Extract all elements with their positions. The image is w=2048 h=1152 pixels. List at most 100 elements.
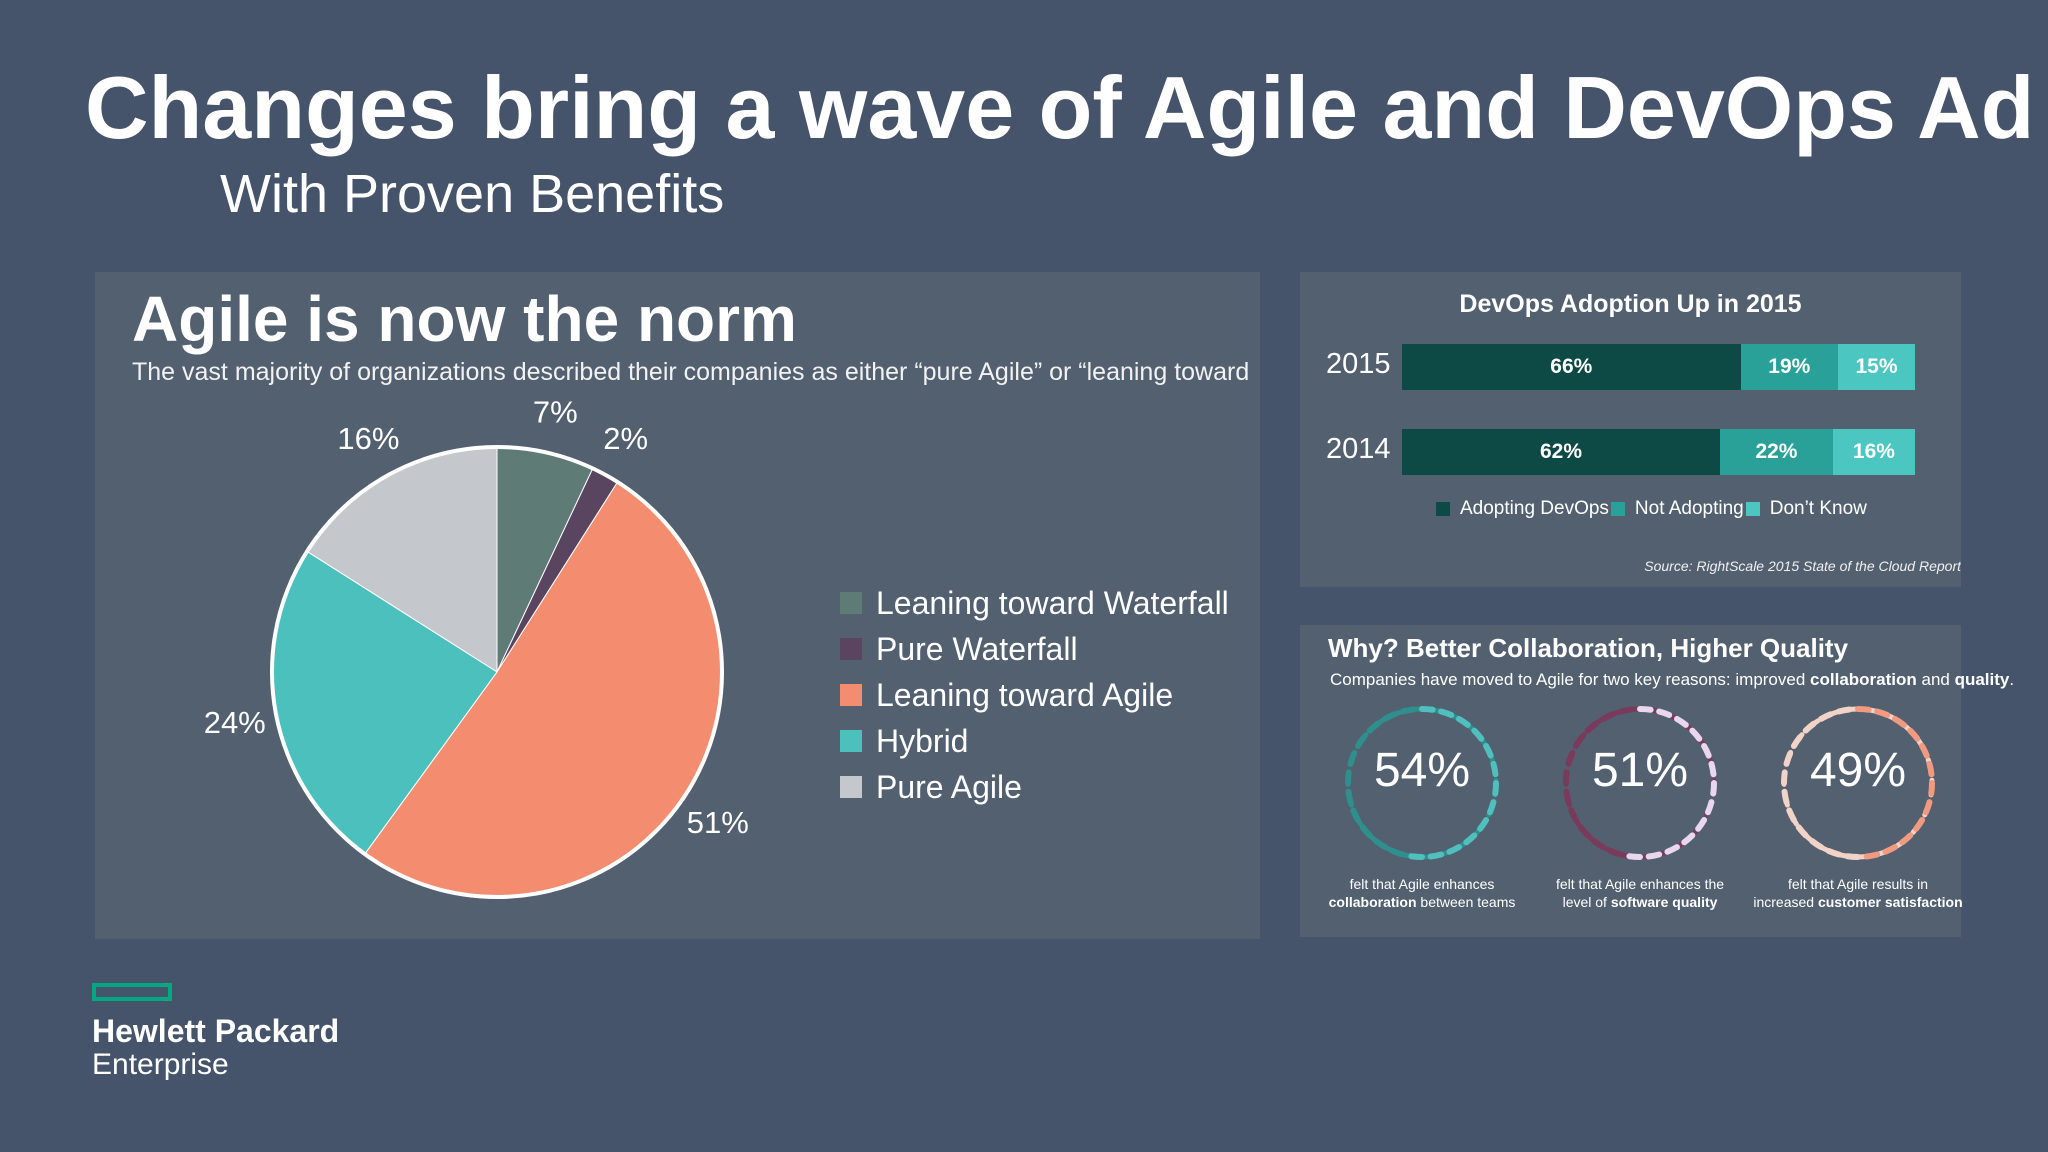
ring-dash [1354,734,1367,749]
ring-dash [1637,706,1654,713]
ring-dash [1645,851,1663,860]
logo-line-1: Hewlett Packard [92,1013,340,1049]
bar-track: 66% 19% 15% [1402,344,1915,390]
legend-swatch [840,592,862,614]
ring-dash [1844,853,1861,860]
why-subtitle-bold-1: collaboration [1810,670,1917,689]
pie-label: 7% [533,394,578,429]
ring-caption-line1: felt that Agile enhances the [1555,876,1725,892]
ring-dash [1855,706,1872,713]
devops-legend-label: Not Adopting [1634,498,1744,519]
ring-dash [1399,706,1417,715]
ring-dash [1350,807,1361,823]
ring-dash [1863,851,1881,860]
ring-dash [1708,760,1717,778]
ring-dash [1781,788,1790,806]
devops-title: DevOps Adoption Up in 2015 [1459,290,1802,318]
ring-dash [1345,769,1352,786]
pie-label: 51% [687,805,749,840]
devops-legend: Adopting DevOps Not Adopting Don’t Know [1436,498,1867,520]
ring-dash [1389,847,1406,858]
ring-dash [1704,799,1715,816]
ring-dash [1486,799,1497,816]
ring-dash [1408,853,1425,860]
ring-caption: felt that Agile enhances the level of sof… [1525,875,1755,911]
hpe-logo: Hewlett Packard Enterprise [92,983,339,1082]
logo-line-2: Enterprise [92,1048,229,1081]
ring-dash [1600,711,1616,722]
page-subtitle: With Proven Benefits [220,164,725,224]
ring-dash [1922,799,1933,816]
devops-source: Source: RightScale 2015 State of the Clo… [1644,558,1961,574]
ring-dash [1786,807,1797,823]
ring-dash [1359,824,1373,839]
ring-graphic [1781,706,1935,860]
benefit-ring-1: 54% felt that Agile enhances collaboration… [1317,703,1527,910]
ring-dash [1463,832,1478,846]
hpe-logo-mark [92,983,172,1001]
ring-caption-line1: felt that Agile enhances [1349,876,1495,892]
ring-dash [1907,727,1921,742]
ring-caption-line1: felt that Agile results in [1787,876,1929,892]
ring-dash [1809,838,1824,851]
bar-year-label: 2014 [1326,433,1391,465]
agile-description: The vast majority of organizations descr… [132,358,1250,386]
benefit-ring-3: 49% felt that Agile results in increased c… [1753,703,1963,910]
ring-dash [1701,743,1712,759]
legend-swatch [840,684,862,706]
ring-dash [1926,760,1935,778]
devops-legend-item: Not Adopting [1609,498,1744,520]
legend-swatch [840,730,862,752]
ring-value: 51% [1591,744,1689,797]
bar-segment-adopting-devops: 66% [1402,344,1741,390]
ring-dash [1790,734,1803,749]
why-subtitle-pre: Companies have moved to Agile for two ke… [1330,670,1811,689]
ring-dash [1674,715,1689,728]
ring-dash [1835,706,1853,715]
why-title: Why? Better Collaboration, Higher Qualit… [1328,633,1849,663]
ring-dash [1913,817,1926,832]
ring-dash [1899,832,1914,846]
ring-caption: felt that Agile results in increased cust… [1743,875,1973,911]
ring-dash [1892,715,1907,728]
ring-dash [1783,750,1794,767]
ring-dash [1874,708,1891,719]
ring-dash [1681,832,1696,846]
ring-dash [1456,715,1471,728]
ring-dash [1572,734,1585,749]
ring-dash [1919,743,1930,759]
ring-dash [1710,780,1717,797]
ring-dash [1563,788,1572,806]
legend-swatch [840,776,862,798]
legend-label: Pure Agile [876,768,1022,805]
ring-dash [1366,720,1381,734]
ring-value: 49% [1809,744,1907,797]
bar-segment-don-t-know: 16% [1832,429,1915,475]
why-subtitle: Companies have moved to Agile for two ke… [1330,670,2014,690]
ring-dash [1347,750,1358,767]
legend-label: Pure Waterfall [876,630,1078,667]
ring-dash [1664,844,1680,855]
ring-dash [1382,711,1398,722]
ring-caption-line2: increased customer satisfaction [1753,894,1963,910]
devops-legend-swatch [1610,502,1625,516]
bar-track: 62% 22% 16% [1402,429,1915,475]
pie-label: 24% [204,705,266,740]
ring-value: 54% [1373,744,1471,797]
ring-dash [1477,817,1490,832]
why-subtitle-post: . [2009,670,2015,689]
devops-panel: DevOps Adoption Up in 2015 2015 66% 19% 15%… [1300,272,1961,587]
devops-legend-item: Adopting DevOps [1436,498,1609,520]
ring-dash [1565,750,1576,767]
ring-dash [1607,847,1624,858]
ring-dash [1584,720,1599,734]
pie-legend: Leaning toward Waterfall Pure Waterfall Le… [840,580,1229,810]
ring-dash [1446,844,1462,855]
devops-legend-label: Don’t Know [1769,498,1867,519]
ring-dash [1781,769,1788,786]
ring-dash [1689,727,1703,742]
legend-item: Pure Waterfall [840,626,1229,672]
devops-legend-swatch [1436,502,1450,516]
legend-label: Leaning toward Waterfall [876,584,1229,621]
bar-segment-adopting-devops: 62% [1402,429,1721,475]
